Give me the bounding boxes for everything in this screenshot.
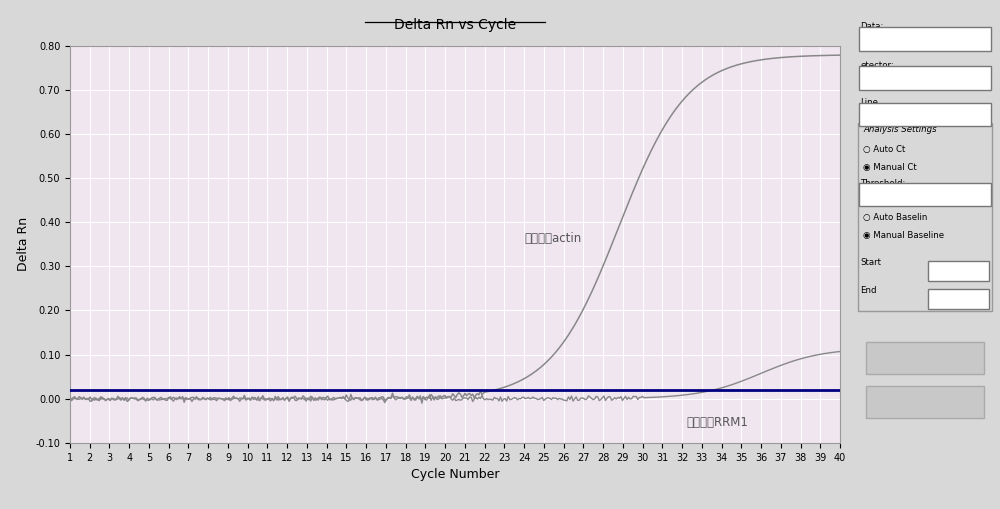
- Text: ◉ Manual Baseline: ◉ Manual Baseline: [863, 231, 945, 240]
- Text: ▼: ▼: [977, 112, 982, 118]
- Text: 目的基因RRM1: 目的基因RRM1: [686, 416, 748, 429]
- Text: All: All: [868, 74, 877, 82]
- X-axis label: Cycle Number: Cycle Number: [411, 468, 499, 481]
- FancyBboxPatch shape: [859, 103, 991, 126]
- Text: Start: Start: [861, 259, 882, 267]
- Text: Delta Rn vs Cycle: Delta Rn vs Cycle: [394, 18, 516, 32]
- FancyBboxPatch shape: [859, 66, 991, 90]
- FancyBboxPatch shape: [928, 289, 989, 309]
- FancyBboxPatch shape: [866, 386, 984, 418]
- Text: Well Color: Well Color: [868, 110, 906, 119]
- Text: etector:: etector:: [861, 62, 894, 70]
- Text: Analyze: Analyze: [908, 354, 942, 362]
- Text: 0.0200000: 0.0200000: [866, 190, 907, 199]
- Text: 3: 3: [939, 267, 944, 275]
- Text: Line: Line: [861, 98, 879, 107]
- FancyBboxPatch shape: [858, 123, 992, 310]
- FancyBboxPatch shape: [859, 27, 991, 51]
- Text: ○ Auto Baselin: ○ Auto Baselin: [863, 213, 928, 222]
- Text: Data:: Data:: [861, 22, 884, 32]
- Text: ◉ Manual Ct: ◉ Manual Ct: [863, 163, 917, 172]
- Text: 内参基因actin: 内参基因actin: [524, 232, 581, 245]
- Text: Help: Help: [915, 398, 935, 407]
- Text: Analysis Settings: Analysis Settings: [863, 125, 937, 134]
- Y-axis label: Delta Rn: Delta Rn: [17, 217, 30, 271]
- Text: End: End: [861, 286, 877, 295]
- Text: ○ Auto Ct: ○ Auto Ct: [863, 145, 906, 154]
- Text: Threshold:: Threshold:: [861, 179, 906, 188]
- FancyBboxPatch shape: [859, 183, 991, 206]
- Text: ▼: ▼: [977, 75, 982, 81]
- FancyBboxPatch shape: [928, 261, 989, 281]
- Text: 15: 15: [939, 295, 949, 303]
- Text: ▼: ▼: [977, 36, 982, 42]
- Text: Delta Rn vs Cycl: Delta Rn vs Cycl: [868, 35, 930, 43]
- FancyBboxPatch shape: [866, 343, 984, 374]
